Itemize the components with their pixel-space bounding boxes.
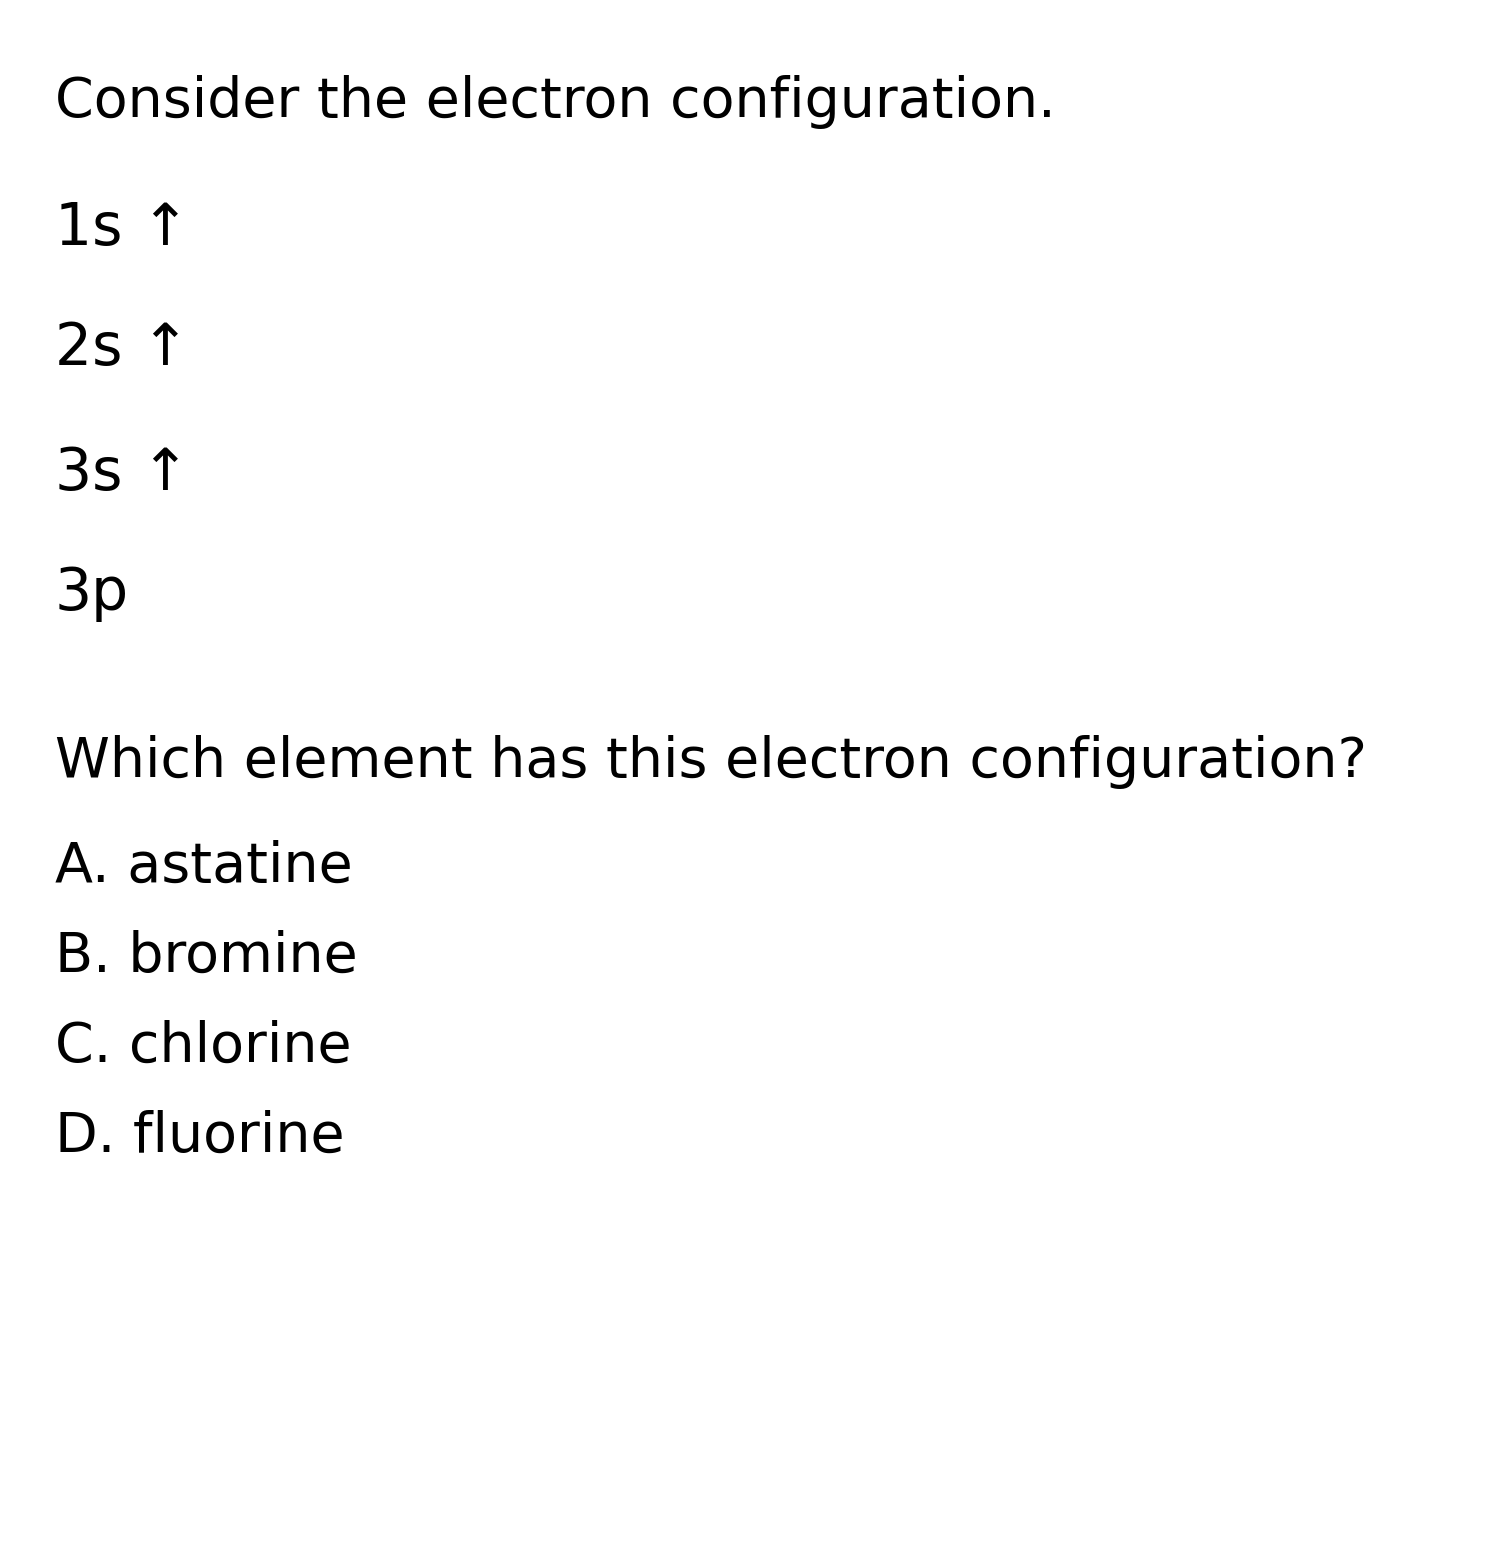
Text: C. chlorine: C. chlorine [56,1021,351,1074]
Text: B. bromine: B. bromine [56,930,357,985]
Text: 3p: 3p [56,564,129,622]
Text: 2s ↑: 2s ↑ [56,320,190,376]
Text: Consider the electron configuration.: Consider the electron configuration. [56,75,1056,129]
Text: Which element has this electron configuration?: Which element has this electron configur… [56,735,1366,789]
Text: D. fluorine: D. fluorine [56,1110,345,1163]
Text: 1s ↑: 1s ↑ [56,201,190,257]
Text: 3s ↑: 3s ↑ [56,445,190,502]
Text: A. astatine: A. astatine [56,840,352,894]
